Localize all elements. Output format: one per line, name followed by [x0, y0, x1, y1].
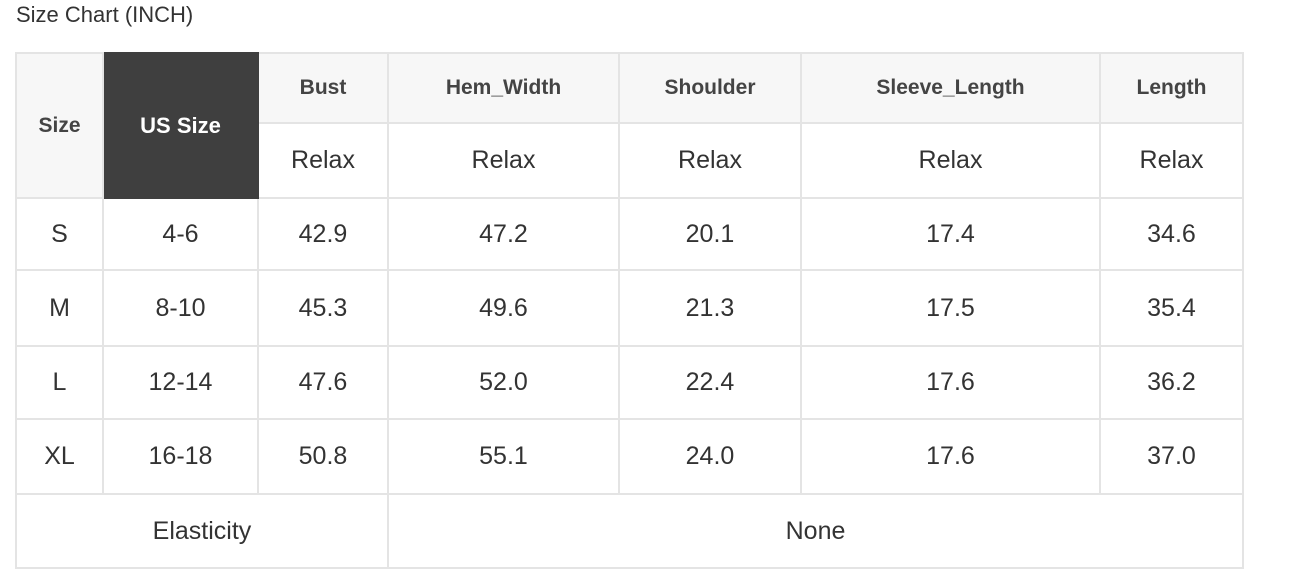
table-cell: 35.4 [1099, 269, 1244, 347]
table-cell: 37.0 [1099, 418, 1244, 495]
table-cell: 4-6 [102, 197, 259, 271]
table-cell: 16-18 [102, 418, 259, 495]
fit-cell: Relax [257, 122, 389, 199]
table-cell: 17.6 [800, 418, 1101, 495]
header-us-size: US Size [102, 52, 259, 199]
fit-row: Relax Relax Relax Relax Relax [16, 122, 1244, 199]
header-shoulder: Shoulder [618, 52, 802, 124]
header-length: Length [1099, 52, 1244, 124]
table-cell: 36.2 [1099, 345, 1244, 420]
table-cell: 47.6 [257, 345, 389, 420]
size-chart-table: Size US Size Bust Hem_Width Shoulder Sle… [15, 52, 1244, 569]
table-cell: 55.1 [387, 418, 620, 495]
table-row: S 4-6 42.9 47.2 20.1 17.4 34.6 [15, 197, 1244, 271]
elasticity-label: Elasticity [15, 493, 389, 569]
header-size: Size [15, 52, 104, 199]
table-cell: 34.6 [1099, 197, 1244, 271]
table-cell: 17.4 [800, 197, 1101, 271]
table-cell: 17.5 [800, 269, 1101, 347]
elasticity-value: None [387, 493, 1244, 569]
table-cell: L [15, 345, 104, 420]
table-cell: 21.3 [618, 269, 802, 347]
table-cell: S [15, 197, 104, 271]
table-cell: 8-10 [102, 269, 259, 347]
table-row: L 12-14 47.6 52.0 22.4 17.6 36.2 [15, 345, 1244, 420]
fit-cell: Relax [387, 122, 620, 199]
size-chart-title: Size Chart (INCH) [16, 2, 194, 27]
table-row: M 8-10 45.3 49.6 21.3 17.5 35.4 [15, 269, 1244, 347]
table-cell: 49.6 [387, 269, 620, 347]
elasticity-row: Elasticity None [15, 493, 1244, 569]
table-cell: 50.8 [257, 418, 389, 495]
table-cell: 42.9 [257, 197, 389, 271]
table-row: XL 16-18 50.8 55.1 24.0 17.6 37.0 [15, 418, 1244, 495]
table-cell: M [15, 269, 104, 347]
fit-cell: Relax [618, 122, 802, 199]
header-hem-width: Hem_Width [387, 52, 620, 124]
table-cell: 22.4 [618, 345, 802, 420]
fit-cell: Relax [800, 122, 1101, 199]
table-cell: 24.0 [618, 418, 802, 495]
table-cell: 45.3 [257, 269, 389, 347]
header-bust: Bust [257, 52, 389, 124]
table-cell: 52.0 [387, 345, 620, 420]
table-cell: XL [15, 418, 104, 495]
header-sleeve-length: Sleeve_Length [800, 52, 1101, 124]
table-cell: 12-14 [102, 345, 259, 420]
table-cell: 47.2 [387, 197, 620, 271]
table-cell: 20.1 [618, 197, 802, 271]
table-cell: 17.6 [800, 345, 1101, 420]
fit-cell: Relax [1099, 122, 1244, 199]
header-row: Size US Size Bust Hem_Width Shoulder Sle… [15, 52, 1244, 199]
